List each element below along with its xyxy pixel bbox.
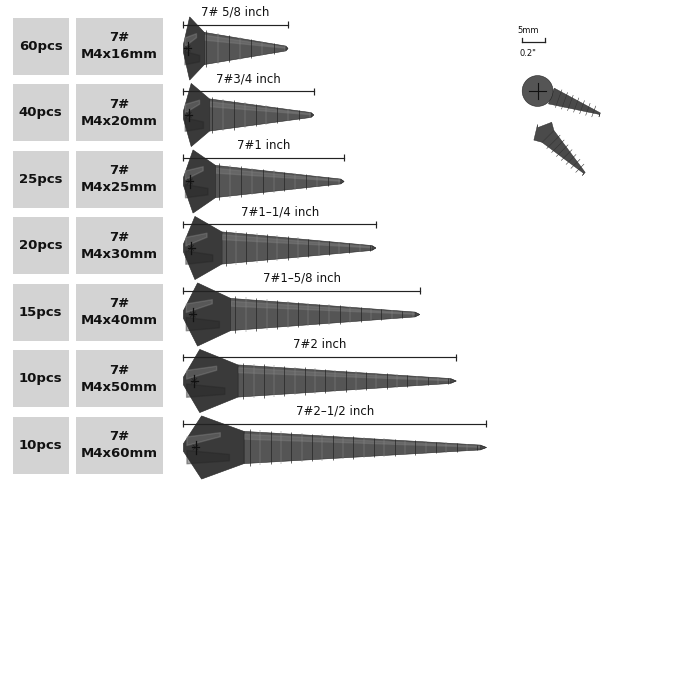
Text: 7#
M4x50mm: 7# M4x50mm bbox=[81, 364, 158, 393]
Text: 7#
M4x60mm: 7# M4x60mm bbox=[80, 430, 158, 460]
Circle shape bbox=[522, 76, 553, 106]
Text: 7#1 inch: 7#1 inch bbox=[237, 139, 290, 152]
Text: 10pcs: 10pcs bbox=[19, 439, 62, 452]
Text: 15pcs: 15pcs bbox=[19, 306, 62, 318]
Polygon shape bbox=[549, 88, 601, 117]
Text: 5mm: 5mm bbox=[518, 26, 539, 35]
Bar bbox=[76, 84, 163, 141]
Text: 0.2": 0.2" bbox=[520, 49, 537, 58]
Text: 20pcs: 20pcs bbox=[19, 239, 62, 252]
Bar bbox=[76, 350, 163, 407]
Polygon shape bbox=[183, 83, 209, 146]
Text: 7#
M4x20mm: 7# M4x20mm bbox=[81, 98, 158, 127]
Bar bbox=[13, 284, 69, 341]
Polygon shape bbox=[341, 180, 344, 183]
Text: 7#1–5/8 inch: 7#1–5/8 inch bbox=[262, 272, 341, 285]
Bar bbox=[13, 350, 69, 407]
Polygon shape bbox=[183, 416, 244, 479]
Polygon shape bbox=[183, 216, 222, 279]
Polygon shape bbox=[534, 122, 554, 142]
Bar bbox=[13, 217, 69, 274]
Text: 7#
M4x30mm: 7# M4x30mm bbox=[80, 231, 158, 260]
Text: 7# 5/8 inch: 7# 5/8 inch bbox=[202, 6, 270, 19]
Polygon shape bbox=[372, 246, 376, 250]
Polygon shape bbox=[183, 17, 204, 80]
Text: 7#
M4x40mm: 7# M4x40mm bbox=[80, 298, 158, 327]
Polygon shape bbox=[183, 283, 231, 346]
Polygon shape bbox=[216, 165, 344, 197]
Polygon shape bbox=[231, 298, 420, 330]
Polygon shape bbox=[183, 349, 238, 412]
Polygon shape bbox=[415, 313, 420, 316]
Polygon shape bbox=[451, 379, 456, 383]
Text: 40pcs: 40pcs bbox=[19, 106, 62, 119]
Polygon shape bbox=[183, 150, 216, 213]
Bar bbox=[76, 150, 163, 208]
Text: 60pcs: 60pcs bbox=[19, 40, 62, 52]
Text: 10pcs: 10pcs bbox=[19, 372, 62, 385]
Polygon shape bbox=[209, 99, 314, 131]
Polygon shape bbox=[238, 365, 456, 397]
Polygon shape bbox=[542, 130, 585, 176]
Polygon shape bbox=[204, 32, 288, 64]
Polygon shape bbox=[222, 232, 376, 264]
Bar bbox=[76, 217, 163, 274]
Polygon shape bbox=[480, 446, 486, 449]
Bar bbox=[76, 18, 163, 75]
Text: 7#
M4x25mm: 7# M4x25mm bbox=[81, 164, 158, 194]
Text: 7#2 inch: 7#2 inch bbox=[293, 338, 346, 351]
Bar bbox=[13, 416, 69, 474]
Text: 7#1–1/4 inch: 7#1–1/4 inch bbox=[241, 205, 318, 218]
Bar bbox=[76, 416, 163, 474]
Bar bbox=[13, 18, 69, 75]
Bar bbox=[13, 84, 69, 141]
Text: 25pcs: 25pcs bbox=[19, 173, 62, 186]
Text: 7#3/4 inch: 7#3/4 inch bbox=[216, 72, 281, 85]
Bar bbox=[76, 284, 163, 341]
Polygon shape bbox=[286, 47, 288, 50]
Polygon shape bbox=[244, 431, 486, 463]
Text: 7#
M4x16mm: 7# M4x16mm bbox=[81, 32, 158, 61]
Polygon shape bbox=[311, 113, 314, 117]
Bar bbox=[13, 150, 69, 208]
Text: 7#2–1/2 inch: 7#2–1/2 inch bbox=[296, 405, 374, 418]
